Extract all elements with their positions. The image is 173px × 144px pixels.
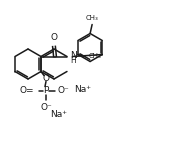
Text: P: P xyxy=(43,86,49,95)
Text: Na⁺: Na⁺ xyxy=(74,85,91,94)
Text: O: O xyxy=(51,34,57,42)
Text: N: N xyxy=(70,51,77,60)
Text: CH₃: CH₃ xyxy=(86,15,98,20)
Text: O=: O= xyxy=(20,86,34,95)
Text: CH₃: CH₃ xyxy=(89,54,102,59)
Text: O⁻: O⁻ xyxy=(58,86,70,95)
Text: Na⁺: Na⁺ xyxy=(51,110,67,119)
Text: O⁻: O⁻ xyxy=(40,103,52,111)
Text: H: H xyxy=(70,56,76,65)
Text: O: O xyxy=(43,74,49,83)
